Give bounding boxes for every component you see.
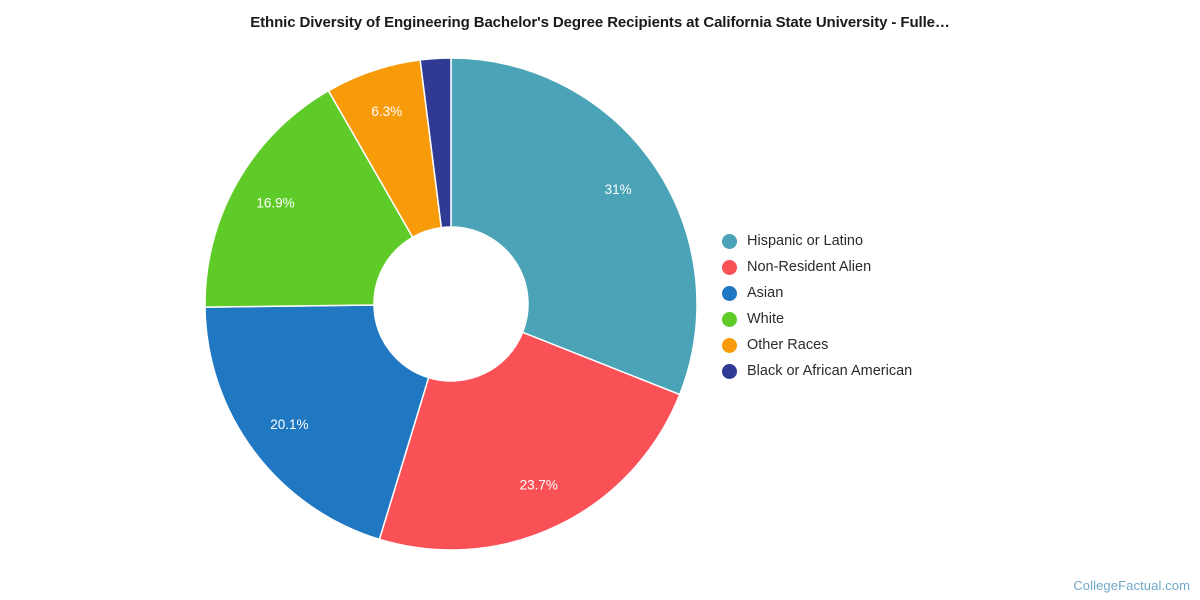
pie-slice[interactable] <box>205 89 414 308</box>
legend-swatch-icon <box>722 363 737 379</box>
pie-slice[interactable] <box>378 331 681 550</box>
pie-slice[interactable] <box>205 304 430 541</box>
legend-item[interactable]: White <box>722 306 1022 332</box>
legend-item[interactable]: Asian <box>722 280 1022 306</box>
legend-item[interactable]: Hispanic or Latino <box>722 228 1022 254</box>
legend-swatch-icon <box>722 233 737 249</box>
legend-item[interactable]: Other Races <box>722 332 1022 358</box>
watermark: CollegeFactual.com <box>1073 578 1190 593</box>
legend: Hispanic or Latino Non-Resident Alien Asia… <box>722 228 1022 384</box>
legend-item[interactable]: Non-Resident Alien <box>722 254 1022 280</box>
pie-slice-label: 6.3% <box>371 104 402 119</box>
legend-item-label: White <box>747 310 785 327</box>
legend-item[interactable]: Black or African American <box>722 358 1022 384</box>
legend-item-label: Asian <box>747 284 784 301</box>
slice-label-group: 31% 23.7% 20.1% 16.9% 6.3% <box>256 104 631 493</box>
legend-item-label: Black or African American <box>747 362 913 379</box>
pie-slice[interactable] <box>419 58 452 229</box>
legend-item-label: Other Races <box>747 336 829 353</box>
pie-slice[interactable] <box>450 58 697 396</box>
slice-group <box>205 58 697 550</box>
pie-slice-label: 23.7% <box>520 478 558 493</box>
legend-item-label: Non-Resident Alien <box>747 258 872 275</box>
legend-swatch-icon <box>722 311 737 327</box>
legend-swatch-icon <box>722 285 737 301</box>
legend-swatch-icon <box>722 259 737 275</box>
legend-item-label: Hispanic or Latino <box>747 232 864 249</box>
pie-slice-label: 31% <box>605 182 632 197</box>
donut-chart[interactable]: 31% 23.7% 20.1% 16.9% 6.3% <box>205 58 697 550</box>
chart-title: Ethnic Diversity of Engineering Bachelor… <box>250 14 950 31</box>
pie-slice-label: 20.1% <box>270 417 308 432</box>
donut-svg: 31% 23.7% 20.1% 16.9% 6.3% <box>205 58 697 550</box>
legend-swatch-icon <box>722 337 737 353</box>
pie-slice-label: 16.9% <box>256 195 294 210</box>
